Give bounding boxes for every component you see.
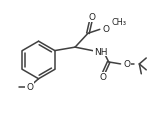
Text: NH: NH (94, 47, 108, 56)
Text: O: O (26, 82, 33, 91)
Text: O: O (124, 60, 131, 69)
Text: O: O (103, 25, 110, 34)
Text: O: O (99, 73, 106, 82)
Text: CH₃: CH₃ (111, 18, 126, 27)
Text: O: O (88, 13, 95, 22)
